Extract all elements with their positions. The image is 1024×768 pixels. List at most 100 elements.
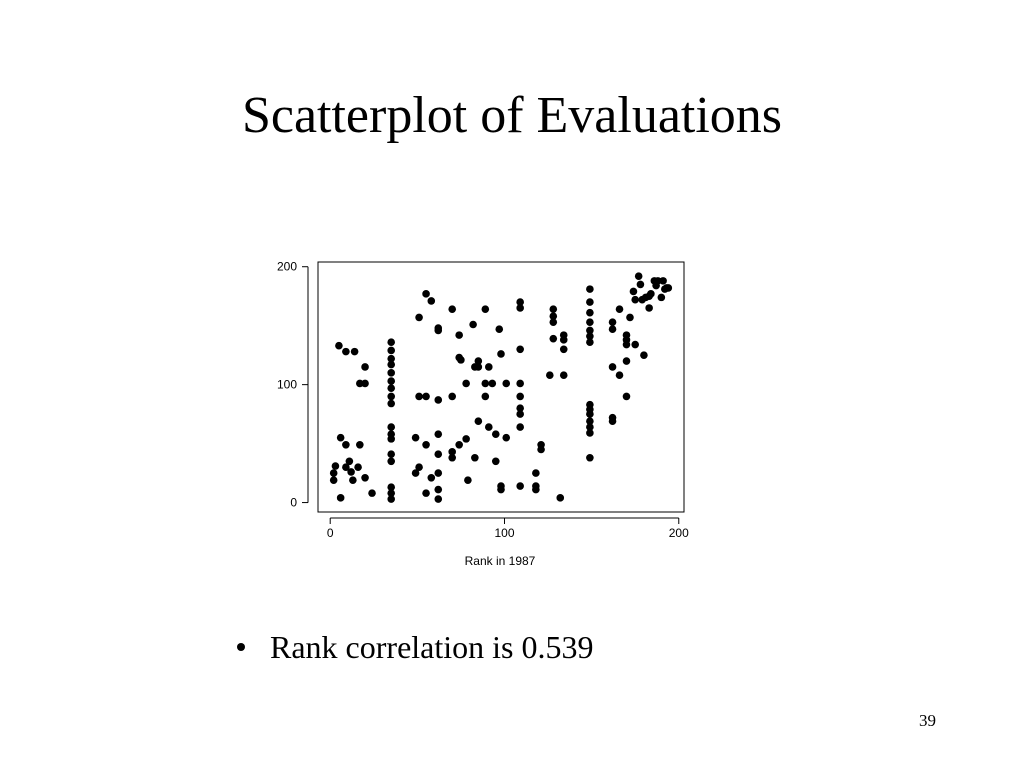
- point: [455, 440, 463, 449]
- point: [434, 495, 443, 503]
- point: [622, 340, 631, 349]
- x-tick-label: 100: [494, 526, 514, 540]
- point: [559, 336, 568, 344]
- y-tick-label: 0: [290, 496, 297, 510]
- point: [329, 476, 338, 484]
- point: [342, 347, 350, 356]
- point: [516, 345, 524, 354]
- point: [654, 277, 662, 285]
- point: [387, 377, 396, 385]
- point: [434, 430, 443, 438]
- point: [448, 392, 457, 401]
- point: [342, 440, 350, 449]
- point: [502, 433, 511, 442]
- point: [491, 457, 500, 466]
- point: [455, 331, 463, 339]
- point: [516, 423, 524, 431]
- point: [361, 474, 369, 482]
- x-axis-label: Rank in 1987: [465, 554, 536, 568]
- point: [471, 453, 479, 462]
- point: [345, 457, 354, 466]
- point: [516, 379, 524, 388]
- point: [516, 298, 524, 306]
- point: [331, 462, 340, 470]
- point: [586, 318, 594, 326]
- point: [349, 476, 357, 484]
- point: [657, 293, 666, 302]
- point: [387, 483, 396, 492]
- point: [350, 347, 359, 356]
- point: [387, 495, 396, 503]
- point: [415, 313, 423, 322]
- point: [634, 272, 643, 280]
- page-number: 39: [919, 711, 936, 730]
- point: [387, 369, 396, 377]
- point: [481, 392, 490, 401]
- point: [336, 494, 345, 502]
- point: [586, 410, 594, 418]
- point: [615, 371, 624, 380]
- point: [586, 338, 594, 346]
- point: [586, 326, 594, 335]
- bullet-text: Rank correlation is 0.539: [270, 629, 593, 665]
- point: [481, 379, 490, 388]
- point: [549, 334, 558, 343]
- point: [422, 489, 430, 497]
- bullet-dot: [237, 643, 245, 651]
- point: [586, 298, 594, 306]
- point: [368, 489, 376, 497]
- point: [356, 379, 364, 388]
- point: [387, 450, 396, 459]
- x-tick-label: 200: [669, 526, 689, 540]
- point: [434, 450, 443, 459]
- point: [516, 392, 524, 401]
- point: [626, 313, 634, 322]
- point: [615, 305, 624, 313]
- point: [422, 440, 430, 449]
- point: [608, 417, 617, 425]
- point: [361, 379, 369, 388]
- point: [516, 304, 524, 312]
- point: [532, 485, 540, 494]
- point: [434, 326, 443, 335]
- point: [469, 320, 477, 329]
- point: [485, 363, 493, 371]
- point: [474, 417, 483, 425]
- point: [586, 285, 594, 293]
- point: [387, 423, 396, 431]
- point: [586, 332, 594, 341]
- point: [387, 457, 396, 466]
- point: [549, 318, 558, 326]
- point: [516, 410, 524, 418]
- point: [485, 423, 493, 431]
- point: [387, 489, 396, 497]
- point: [387, 346, 396, 355]
- point: [622, 357, 631, 365]
- point: [640, 351, 648, 359]
- point: [387, 392, 396, 401]
- point: [464, 476, 472, 484]
- point: [636, 280, 645, 289]
- point: [387, 360, 396, 369]
- point: [559, 345, 568, 354]
- point: [387, 338, 396, 346]
- point: [502, 379, 511, 388]
- point: [481, 305, 490, 313]
- point: [608, 318, 617, 326]
- point: [411, 433, 420, 442]
- point: [586, 417, 594, 425]
- point: [354, 463, 362, 471]
- point: [387, 354, 396, 363]
- point: [387, 435, 396, 443]
- point: [516, 404, 524, 413]
- point: [335, 341, 343, 350]
- slide-title: Scatterplot of Evaluations: [242, 87, 782, 144]
- point: [556, 494, 565, 502]
- point: [622, 392, 631, 401]
- point: [462, 435, 470, 443]
- point: [474, 363, 483, 371]
- point: [457, 356, 465, 364]
- point: [387, 399, 396, 408]
- point: [427, 297, 436, 305]
